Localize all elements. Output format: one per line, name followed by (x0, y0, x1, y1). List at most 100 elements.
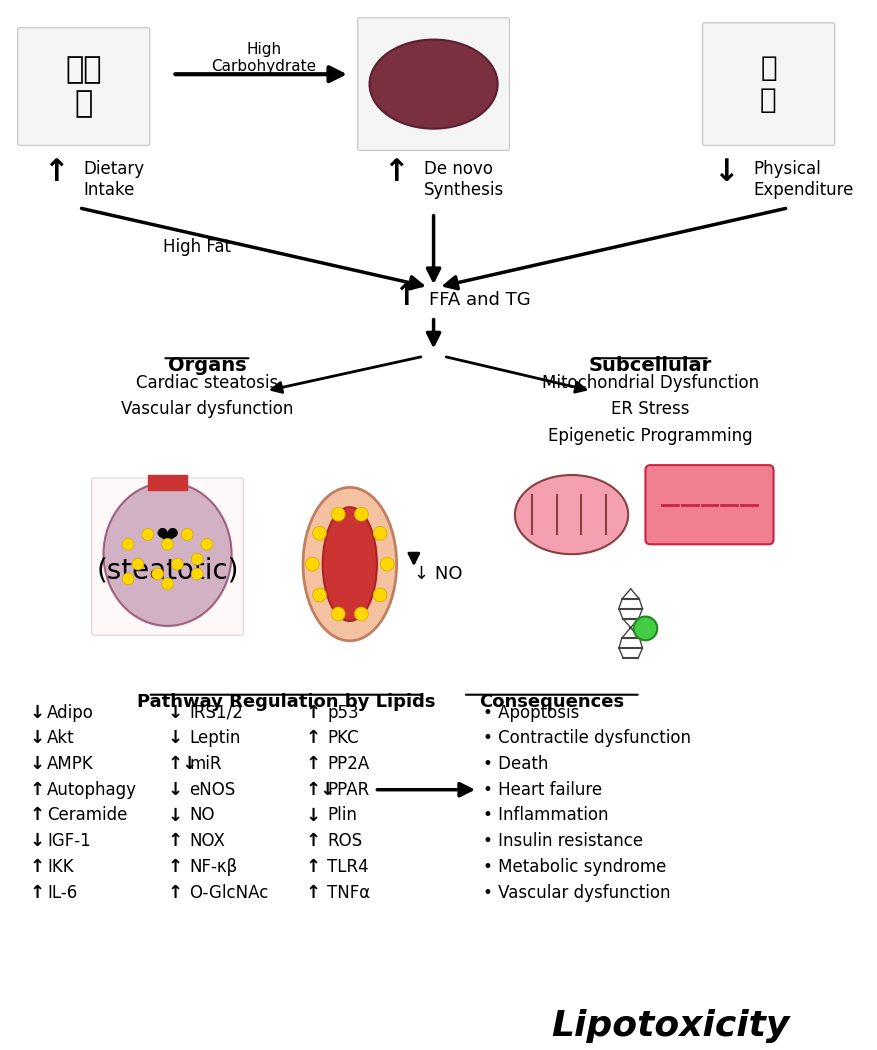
Text: Autophagy: Autophagy (47, 781, 137, 799)
Text: ↑↓: ↑↓ (168, 755, 197, 773)
Text: Ceramide: Ceramide (47, 806, 127, 824)
Text: ↑: ↑ (305, 704, 320, 721)
Circle shape (331, 607, 345, 621)
Text: eNOS: eNOS (189, 781, 235, 799)
Text: 🍟🥤
🍔: 🍟🥤 🍔 (66, 56, 102, 118)
Circle shape (152, 568, 163, 580)
Text: ROS: ROS (327, 833, 362, 851)
Text: ↑: ↑ (168, 884, 182, 902)
Ellipse shape (323, 507, 376, 621)
Circle shape (132, 559, 144, 570)
Text: NO: NO (189, 806, 215, 824)
Text: ↓: ↓ (30, 833, 45, 851)
Text: • Heart failure: • Heart failure (482, 781, 602, 799)
Circle shape (354, 507, 367, 521)
Text: TNFα: TNFα (327, 884, 370, 902)
Circle shape (633, 616, 657, 640)
Text: ↓: ↓ (305, 806, 320, 824)
Text: Adipo: Adipo (47, 704, 94, 721)
Circle shape (122, 573, 134, 585)
Text: • Insulin resistance: • Insulin resistance (482, 833, 642, 851)
Text: O-GlcNAc: O-GlcNAc (189, 884, 268, 902)
Text: NOX: NOX (189, 833, 225, 851)
Text: ↑: ↑ (393, 282, 418, 312)
Text: Akt: Akt (47, 730, 75, 748)
Ellipse shape (369, 40, 497, 129)
Circle shape (201, 539, 212, 550)
Circle shape (161, 539, 174, 550)
Text: IRS1/2: IRS1/2 (189, 704, 243, 721)
Circle shape (312, 588, 326, 602)
Text: ↓: ↓ (30, 704, 45, 721)
Text: TLR4: TLR4 (327, 858, 368, 876)
Text: • Vascular dysfunction: • Vascular dysfunction (482, 884, 670, 902)
Text: ↑: ↑ (44, 159, 69, 187)
Text: Subcellular: Subcellular (588, 356, 711, 375)
Text: Consequences: Consequences (479, 693, 624, 711)
Circle shape (331, 507, 345, 521)
Text: miR: miR (189, 755, 222, 773)
Text: ↓: ↓ (168, 806, 182, 824)
Text: ↑: ↑ (383, 159, 409, 187)
Text: ↑: ↑ (305, 755, 320, 773)
Circle shape (191, 568, 203, 580)
Text: PKC: PKC (327, 730, 359, 748)
Text: Physical
Expenditure: Physical Expenditure (753, 161, 853, 200)
Text: Pathway Regulation by Lipids: Pathway Regulation by Lipids (136, 693, 434, 711)
Text: PPAR: PPAR (327, 781, 369, 799)
Text: IKK: IKK (47, 858, 74, 876)
Circle shape (171, 559, 183, 570)
Text: NF-κβ: NF-κβ (189, 858, 237, 876)
Text: ❤️
(steatotic): ❤️ (steatotic) (96, 524, 239, 585)
FancyBboxPatch shape (702, 23, 834, 146)
Text: • Apoptosis: • Apoptosis (482, 704, 579, 721)
FancyBboxPatch shape (645, 465, 773, 544)
Text: Leptin: Leptin (189, 730, 240, 748)
Circle shape (122, 539, 134, 550)
Text: ↓: ↓ (30, 730, 45, 748)
FancyBboxPatch shape (18, 27, 150, 146)
Text: ↑: ↑ (305, 833, 320, 851)
Text: ↑: ↑ (305, 858, 320, 876)
Text: ↑: ↑ (30, 884, 45, 902)
Text: ↓: ↓ (168, 781, 182, 799)
Text: Lipotoxicity: Lipotoxicity (550, 1009, 788, 1044)
Text: IL-6: IL-6 (47, 884, 77, 902)
Circle shape (142, 528, 153, 541)
Text: High
Carbohydrate: High Carbohydrate (211, 42, 317, 75)
Ellipse shape (303, 487, 396, 640)
Text: Mitochondrial Dysfunction
ER Stress
Epigenetic Programming: Mitochondrial Dysfunction ER Stress Epig… (541, 374, 758, 445)
Text: ↑: ↑ (30, 858, 45, 876)
Text: ↓: ↓ (713, 159, 738, 187)
Text: ↑: ↑ (305, 730, 320, 748)
Text: • Metabolic syndrome: • Metabolic syndrome (482, 858, 666, 876)
Text: De novo
Synthesis: De novo Synthesis (424, 161, 503, 200)
Text: 🧑
🛋️: 🧑 🛋️ (759, 54, 776, 114)
Ellipse shape (514, 475, 627, 554)
Text: Cardiac steatosis
Vascular dysfunction: Cardiac steatosis Vascular dysfunction (121, 374, 293, 419)
Ellipse shape (103, 482, 232, 626)
Text: Dietary
Intake: Dietary Intake (83, 161, 145, 200)
Circle shape (191, 553, 203, 565)
Text: • Death: • Death (482, 755, 547, 773)
Text: ↓ NO: ↓ NO (413, 565, 462, 583)
FancyBboxPatch shape (91, 478, 243, 635)
Text: • Contractile dysfunction: • Contractile dysfunction (482, 730, 690, 748)
Circle shape (161, 578, 174, 590)
Text: ↑: ↑ (168, 858, 182, 876)
Text: ↓: ↓ (30, 755, 45, 773)
Text: ↑↓: ↑↓ (305, 781, 335, 799)
Circle shape (182, 528, 193, 541)
Text: High Fat: High Fat (163, 238, 231, 256)
Text: PP2A: PP2A (327, 755, 369, 773)
Text: IGF-1: IGF-1 (47, 833, 91, 851)
Text: ↓: ↓ (168, 730, 182, 748)
Text: Plin: Plin (327, 806, 357, 824)
Text: ↑: ↑ (30, 806, 45, 824)
Circle shape (312, 526, 326, 540)
Circle shape (354, 607, 367, 621)
FancyBboxPatch shape (357, 18, 509, 150)
Text: p53: p53 (327, 704, 359, 721)
Text: • Inflammation: • Inflammation (482, 806, 608, 824)
Text: AMPK: AMPK (47, 755, 94, 773)
